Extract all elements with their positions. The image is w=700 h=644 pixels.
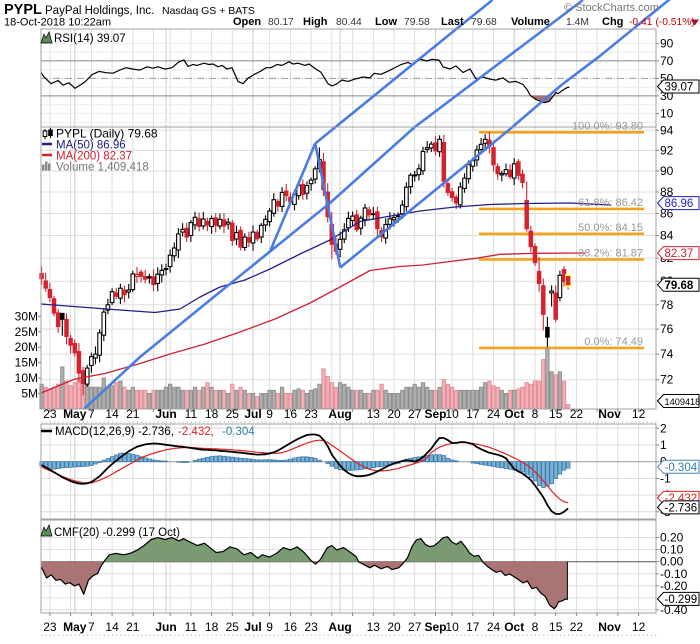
svg-text:10: 10 [660, 106, 674, 120]
svg-text:80.44: 80.44 [336, 17, 362, 28]
svg-text:0.0%: 74.49: 0.0%: 74.49 [584, 336, 643, 348]
svg-text:50.0%: 84.15: 50.0%: 84.15 [578, 222, 643, 234]
svg-text:Sep: Sep [424, 620, 446, 634]
svg-text:-0.304: -0.304 [222, 426, 255, 438]
svg-text:PYPL (Daily) 79.68: PYPL (Daily) 79.68 [56, 127, 158, 141]
svg-text:Last: Last [441, 16, 464, 28]
svg-text:76: 76 [660, 322, 674, 336]
svg-text:-0.20: -0.20 [660, 579, 688, 593]
svg-text:25: 25 [226, 620, 240, 634]
svg-text:1409418: 1409418 [665, 397, 700, 407]
svg-text:8: 8 [532, 620, 539, 634]
svg-text:-2.432,: -2.432, [178, 426, 214, 438]
svg-text:1.4M: 1.4M [566, 17, 589, 28]
svg-text:May: May [63, 407, 87, 421]
svg-text:16: 16 [284, 620, 298, 634]
svg-text:80.17: 80.17 [268, 17, 294, 28]
svg-text:23: 23 [43, 620, 57, 634]
svg-text:90: 90 [660, 36, 674, 50]
svg-text:CMF(20) -0.299 (17 Oct): CMF(20) -0.299 (17 Oct) [54, 527, 180, 539]
svg-text:10M: 10M [15, 371, 38, 385]
svg-text:70: 70 [660, 54, 674, 68]
svg-text:MACD(12,26,9) -2.736,: MACD(12,26,9) -2.736, [55, 426, 174, 438]
svg-text:38.2%: 81.87: 38.2%: 81.87 [578, 248, 643, 260]
svg-text:74: 74 [660, 347, 674, 361]
svg-text:22: 22 [570, 620, 584, 634]
svg-text:Volume 1,409,418: Volume 1,409,418 [56, 162, 149, 174]
svg-text:10: 10 [445, 620, 459, 634]
svg-text:24: 24 [487, 620, 501, 634]
svg-text:-0.304: -0.304 [665, 462, 698, 474]
svg-text:82.37: 82.37 [665, 248, 694, 260]
svg-text:2: 2 [660, 421, 667, 435]
svg-text:Aug: Aug [328, 620, 351, 634]
svg-text:9: 9 [266, 620, 273, 634]
svg-text:Jun: Jun [155, 407, 176, 421]
svg-text:84: 84 [660, 229, 674, 243]
svg-text:92: 92 [660, 143, 674, 157]
svg-text:Oct: Oct [504, 620, 524, 634]
svg-text:21: 21 [126, 620, 140, 634]
svg-text:94: 94 [660, 123, 674, 137]
svg-text:18: 18 [205, 620, 219, 634]
svg-text:Volume: Volume [511, 16, 550, 28]
svg-text:61.8%: 86.42: 61.8%: 86.42 [578, 197, 643, 209]
svg-text:7: 7 [88, 620, 95, 634]
svg-text:Open: Open [233, 16, 261, 28]
svg-text:18-Oct-2018 10:22am: 18-Oct-2018 10:22am [4, 17, 111, 29]
svg-text:© StockCharts.com: © StockCharts.com [564, 2, 659, 14]
svg-text:23: 23 [304, 620, 318, 634]
svg-text:RSI(14) 39.07: RSI(14) 39.07 [54, 33, 126, 45]
svg-text:Nov: Nov [598, 620, 621, 634]
svg-text:17: 17 [466, 620, 480, 634]
svg-text:-2.736: -2.736 [665, 502, 698, 514]
svg-text:25M: 25M [15, 325, 38, 339]
svg-text:15M: 15M [15, 356, 38, 370]
svg-text:30M: 30M [15, 309, 38, 323]
svg-text:Low: Low [375, 16, 397, 28]
svg-text:20M: 20M [15, 340, 38, 354]
svg-text:15: 15 [549, 620, 563, 634]
svg-text:12: 12 [632, 620, 646, 634]
svg-text:72: 72 [660, 373, 674, 387]
svg-text:20: 20 [387, 620, 401, 634]
svg-text:79.68: 79.68 [665, 280, 694, 292]
svg-text:39.07: 39.07 [665, 82, 694, 94]
svg-text:High: High [303, 16, 328, 28]
svg-text:79.58: 79.58 [404, 17, 430, 28]
svg-text:78: 78 [660, 298, 674, 312]
svg-text:5M: 5M [21, 386, 38, 400]
svg-text:Jun: Jun [155, 620, 176, 634]
svg-text:100.0%: 93.80: 100.0%: 93.80 [572, 120, 643, 132]
svg-text:-0.299: -0.299 [665, 594, 698, 606]
svg-text:27: 27 [408, 620, 422, 634]
svg-text:1: 1 [660, 438, 667, 452]
svg-text:79.68: 79.68 [471, 17, 497, 28]
svg-text:-0.41 (-0.51%): -0.41 (-0.51%) [629, 17, 695, 28]
svg-text:Chg: Chg [602, 16, 623, 28]
svg-text:11: 11 [185, 620, 198, 634]
svg-text:13: 13 [367, 620, 381, 634]
svg-text:May: May [63, 620, 87, 634]
svg-text:86.96: 86.96 [665, 198, 694, 210]
svg-text:PayPal Holdings, Inc.: PayPal Holdings, Inc. [45, 5, 154, 17]
svg-text:14: 14 [105, 620, 119, 634]
svg-text:90: 90 [660, 164, 674, 178]
svg-text:Jul: Jul [244, 620, 261, 634]
